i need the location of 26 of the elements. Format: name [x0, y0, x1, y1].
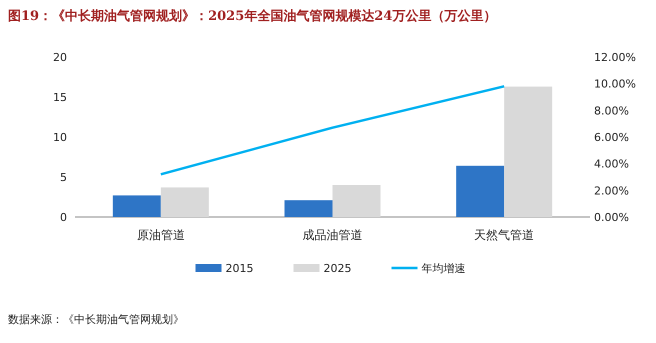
bar [112, 195, 161, 217]
x-tick-label: 原油管道 [136, 228, 185, 242]
y2-tick-label: 4.00% [594, 158, 629, 171]
x-tick-label: 天然气管道 [474, 228, 534, 242]
legend-label: 年均增速 [422, 262, 466, 275]
bar [504, 86, 552, 217]
x-tick-label: 成品油管道 [302, 228, 362, 242]
y2-tick-label: 8.00% [594, 104, 629, 118]
bar [456, 166, 504, 217]
bar [332, 185, 380, 217]
y-tick-label: 5 [60, 171, 67, 184]
y2-tick-label: 0.00% [594, 211, 629, 224]
legend-label: 2025 [324, 262, 352, 275]
source-note: 数据来源：《中长期油气管网规划》 [8, 313, 184, 326]
y2-tick-label: 2.00% [594, 184, 629, 198]
y-tick-label: 10 [53, 131, 67, 144]
bar [160, 187, 209, 217]
y-tick-label: 20 [53, 51, 67, 64]
y2-tick-label: 12.00% [594, 51, 636, 64]
legend-label: 2015 [226, 262, 254, 275]
y2-tick-label: 6.00% [594, 131, 629, 144]
chart-title: 图19：《中长期油气管网规划》：2025年全国油气管网规模达24万公里（万公里） [8, 9, 496, 24]
bar [284, 200, 332, 217]
y-tick-label: 0 [60, 211, 67, 224]
y2-tick-label: 10.00% [594, 78, 636, 91]
y-tick-label: 15 [53, 91, 67, 104]
